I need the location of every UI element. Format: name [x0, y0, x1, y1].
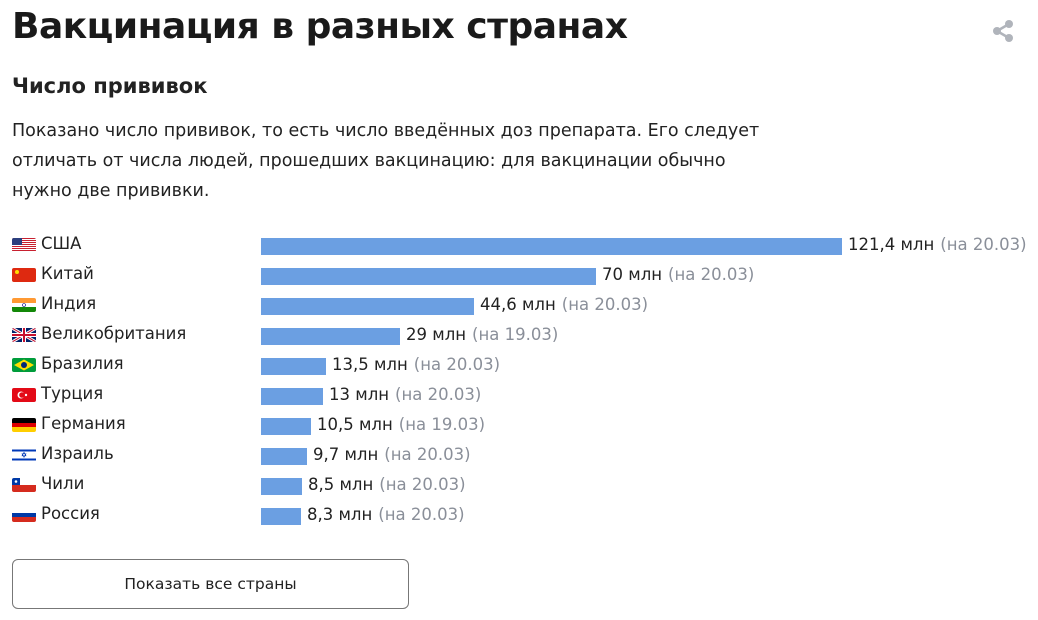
- chart-row: Россия 8,3 млн (на 20.03): [0, 500, 1038, 530]
- us-flag-icon: [12, 238, 36, 252]
- value-date: (на 20.03): [379, 475, 466, 494]
- in-flag-icon: [12, 298, 36, 312]
- chart-row: Турция 13 млн (на 20.03): [0, 380, 1038, 410]
- chart-bar: [261, 298, 474, 315]
- value-label: 9,7 млн (на 20.03): [313, 445, 471, 464]
- chart-row: Индия 44,6 млн (на 20.03): [0, 290, 1038, 320]
- section-subtitle: Число прививок: [12, 74, 208, 98]
- share-icon[interactable]: [990, 18, 1016, 44]
- gb-flag-icon: [12, 328, 36, 342]
- page-title: Вакцинация в разных странах: [12, 6, 628, 47]
- value-number: 13 млн: [329, 385, 390, 404]
- value-label: 10,5 млн (на 19.03): [317, 415, 485, 434]
- chart-bar: [261, 508, 301, 525]
- chart-row: Великобритания 29 млн (на 19.03): [0, 320, 1038, 350]
- value-label: 8,3 млн (на 20.03): [307, 505, 465, 524]
- chart-row: Бразилия 13,5 млн (на 20.03): [0, 350, 1038, 380]
- de-flag-icon: [12, 418, 36, 432]
- chart-row: США 121,4 млн (на 20.03): [0, 230, 1038, 260]
- chart-bar: [261, 268, 596, 285]
- value-date: (на 20.03): [384, 445, 471, 464]
- value-date: (на 20.03): [940, 235, 1027, 254]
- value-number: 8,5 млн: [308, 475, 374, 494]
- cl-flag-icon: [12, 478, 36, 492]
- value-label: 70 млн (на 20.03): [602, 265, 754, 284]
- value-label: 44,6 млн (на 20.03): [480, 295, 648, 314]
- value-number: 13,5 млн: [332, 355, 408, 374]
- value-date: (на 20.03): [378, 505, 465, 524]
- chart-bar: [261, 328, 400, 345]
- country-label: Бразилия: [41, 354, 124, 373]
- country-label: Чили: [41, 474, 85, 493]
- vaccination-bar-chart: США 121,4 млн (на 20.03) Китай 70 млн (на 20.…: [0, 230, 1038, 530]
- value-date: (на 20.03): [561, 295, 649, 314]
- chart-bar: [261, 238, 842, 255]
- value-number: 8,3 млн: [307, 505, 373, 524]
- chart-bar: [261, 478, 302, 495]
- value-date: (на 19.03): [398, 415, 486, 434]
- country-label: Китай: [41, 264, 94, 283]
- country-label: Германия: [41, 414, 126, 433]
- value-date: (на 20.03): [668, 265, 755, 284]
- il-flag-icon: [12, 448, 36, 462]
- chart-row: Германия 10,5 млн (на 19.03): [0, 410, 1038, 440]
- chart-row: Чили 8,5 млн (на 20.03): [0, 470, 1038, 500]
- value-number: 9,7 млн: [313, 445, 379, 464]
- chart-bar: [261, 388, 323, 405]
- br-flag-icon: [12, 358, 36, 372]
- country-label: Россия: [41, 504, 100, 523]
- chart-bar: [261, 448, 307, 465]
- value-date: (на 20.03): [413, 355, 501, 374]
- value-label: 13,5 млн (на 20.03): [332, 355, 500, 374]
- chart-row: Китай 70 млн (на 20.03): [0, 260, 1038, 290]
- tr-flag-icon: [12, 388, 36, 402]
- country-label: Израиль: [41, 444, 114, 463]
- value-number: 29 млн: [406, 325, 467, 344]
- value-number: 70 млн: [602, 265, 663, 284]
- ru-flag-icon: [12, 508, 36, 522]
- value-date: (на 19.03): [472, 325, 559, 344]
- chart-bar: [261, 358, 326, 375]
- country-label: Турция: [41, 384, 104, 403]
- chart-row: Израиль 9,7 млн (на 20.03): [0, 440, 1038, 470]
- chart-description: Показано число прививок, то есть число в…: [12, 121, 760, 201]
- value-number: 44,6 млн: [480, 295, 556, 314]
- value-number: 10,5 млн: [317, 415, 393, 434]
- cn-flag-icon: [12, 268, 36, 282]
- value-label: 13 млн (на 20.03): [329, 385, 481, 404]
- country-label: Индия: [41, 294, 97, 313]
- country-label: США: [41, 234, 82, 253]
- country-label: Великобритания: [41, 324, 187, 343]
- value-label: 8,5 млн (на 20.03): [308, 475, 466, 494]
- chart-bar: [261, 418, 311, 435]
- value-date: (на 20.03): [395, 385, 482, 404]
- show-all-countries-button[interactable]: Показать все страны: [12, 559, 409, 609]
- value-label: 29 млн (на 19.03): [406, 325, 558, 344]
- value-label: 121,4 млн (на 20.03): [848, 235, 1027, 254]
- value-number: 121,4 млн: [848, 235, 935, 254]
